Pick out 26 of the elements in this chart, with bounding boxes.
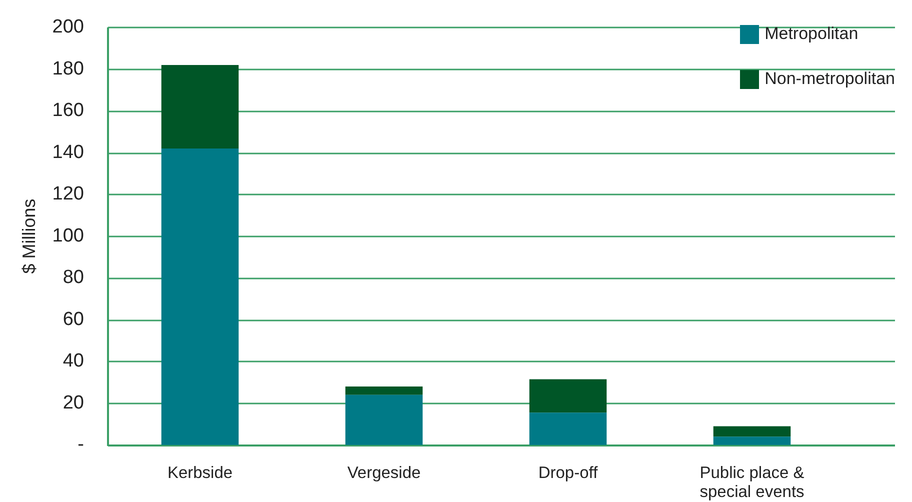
bar xyxy=(345,394,423,445)
legend-label: Metropolitan xyxy=(764,24,858,44)
legend-label: Non-metropolitan xyxy=(764,69,895,89)
bar xyxy=(529,379,607,413)
y-tick-label: 40 xyxy=(62,350,84,372)
bar xyxy=(345,386,423,395)
bar xyxy=(529,412,607,445)
bar xyxy=(713,426,791,437)
y-axis-title: $ Millions xyxy=(18,198,39,274)
y-tick-label: 160 xyxy=(52,100,84,122)
y-tick-label: 200 xyxy=(52,16,84,38)
y-tick-label: 80 xyxy=(62,267,84,288)
y-tick-label: 120 xyxy=(52,184,84,205)
y-tick-label: 60 xyxy=(62,308,84,330)
bar xyxy=(161,148,239,445)
x-tick-label: Vergeside xyxy=(347,464,421,482)
y-tick-label: 20 xyxy=(62,392,84,414)
x-tick-label: Public place & special events xyxy=(700,464,804,502)
bar xyxy=(161,64,239,149)
y-tick-label: - xyxy=(78,434,84,456)
y-tick-label: 100 xyxy=(52,225,84,246)
x-tick-label: Drop-off xyxy=(538,464,598,482)
x-tick-label: Kerbside xyxy=(167,464,233,482)
y-tick-label: 180 xyxy=(52,58,84,80)
bar xyxy=(713,436,791,445)
y-tick-label: 140 xyxy=(52,142,84,163)
